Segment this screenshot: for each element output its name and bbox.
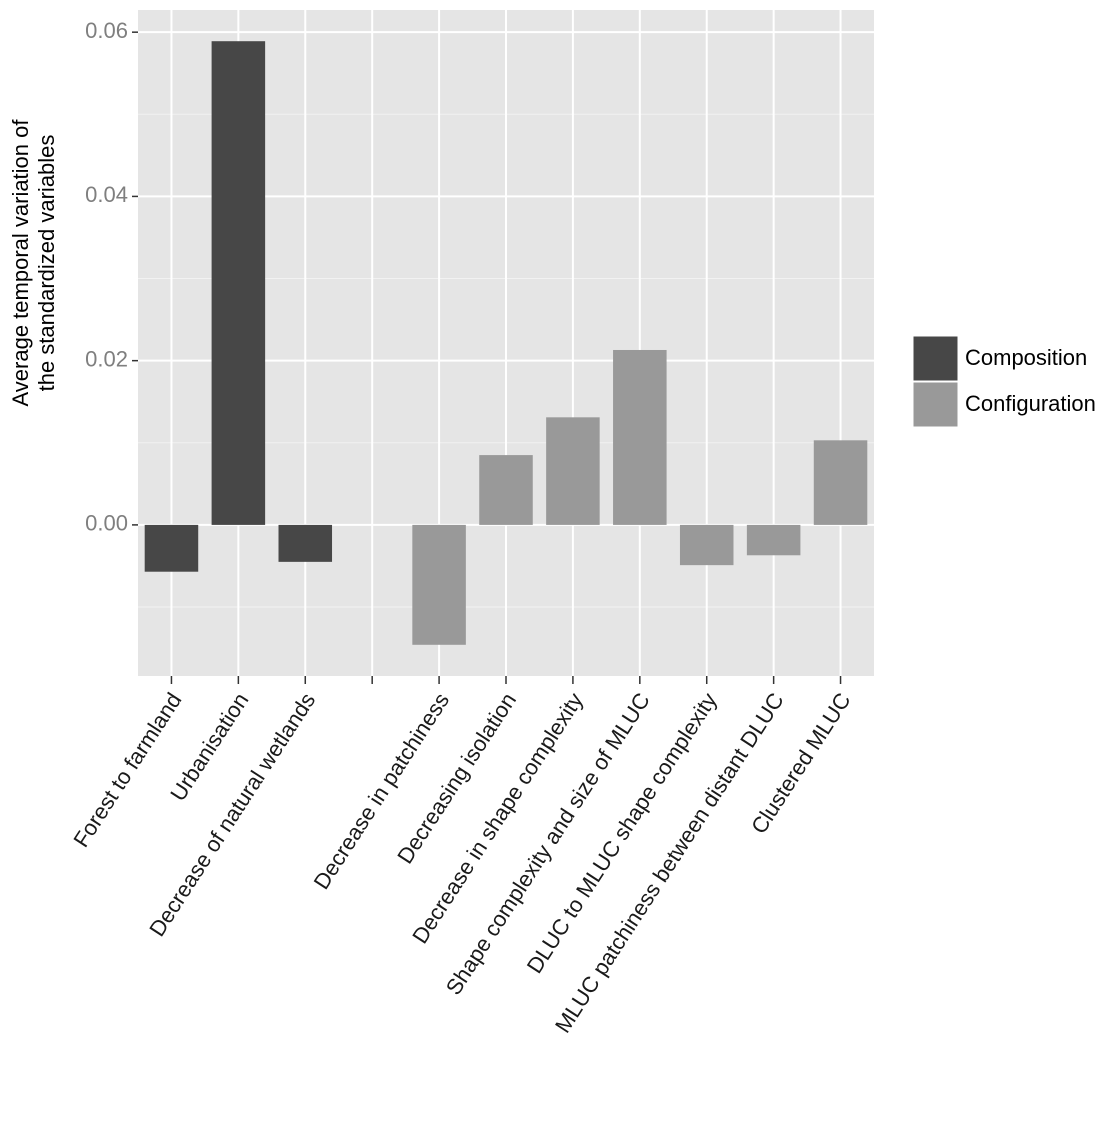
bar	[412, 524, 466, 645]
legend-key	[912, 381, 959, 428]
y-tick-label: 0.00	[85, 511, 128, 536]
x-tick-label: Decreasing isolation	[392, 688, 521, 868]
bar	[211, 41, 266, 525]
y-tick-label: 0.06	[85, 18, 128, 43]
bar	[679, 524, 734, 566]
legend-label: Composition	[965, 345, 1087, 370]
bar	[144, 524, 199, 572]
legend-label: Configuration	[965, 391, 1096, 416]
y-axis-label: the standardized variables	[34, 135, 59, 392]
y-tick-label: 0.04	[85, 182, 128, 207]
y-axis-label: Average temporal variation of	[8, 119, 33, 407]
bar	[813, 440, 868, 525]
legend-key	[912, 335, 959, 382]
bar	[613, 349, 667, 525]
y-tick-label: 0.02	[85, 346, 128, 371]
bar	[278, 524, 333, 562]
bar	[746, 524, 801, 556]
x-tick-label: Forest to farmland	[68, 688, 186, 851]
bar	[479, 455, 533, 525]
bar	[546, 417, 600, 525]
